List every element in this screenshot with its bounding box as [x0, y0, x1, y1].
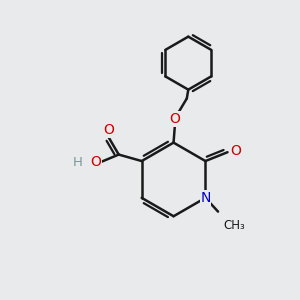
Text: O: O: [103, 123, 114, 137]
Text: O: O: [230, 144, 241, 158]
Text: N: N: [200, 191, 211, 205]
Text: O: O: [169, 112, 181, 126]
Text: O: O: [90, 155, 101, 169]
Text: CH₃: CH₃: [223, 219, 245, 232]
Text: H: H: [73, 156, 83, 169]
